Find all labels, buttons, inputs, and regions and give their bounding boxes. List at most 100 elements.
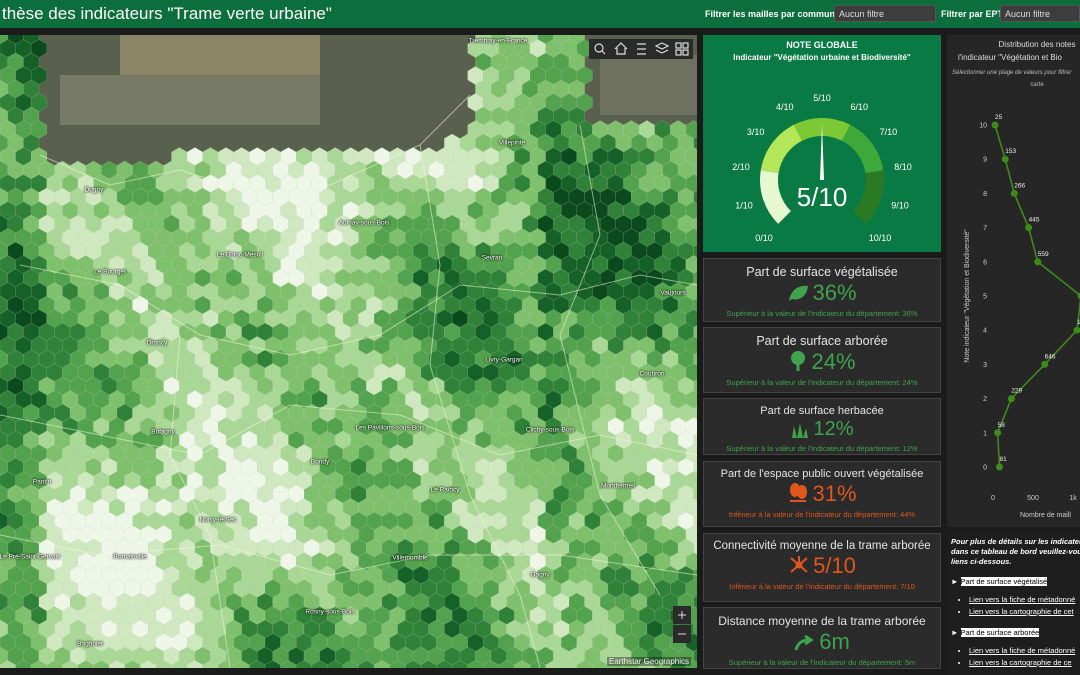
boundary (39, 94, 471, 196)
indicator-value: 36% (812, 280, 857, 305)
series-point (1010, 189, 1018, 197)
data-label: 25 (995, 114, 1003, 121)
data-label: 559 (1038, 251, 1049, 258)
basemap-icon[interactable] (682, 42, 689, 49)
place-label: Rosny-sous-Bois (305, 608, 355, 616)
series-point (991, 121, 999, 129)
basemap-icon[interactable] (682, 49, 689, 56)
commune-select[interactable]: Aucun filtre (834, 5, 936, 22)
network-icon (790, 556, 808, 573)
filter-label: Filtrer les mailles par commune (705, 9, 841, 19)
legend-icon[interactable] (637, 43, 646, 55)
y-tick-label: 4 (983, 328, 987, 335)
place-label: Bagnolet (77, 640, 103, 648)
intro: Pour plus de détails sur les indicateurs… (951, 537, 1080, 567)
satellite (600, 55, 697, 115)
intro-line: liens ci-dessous. (951, 557, 1012, 566)
series-point (1001, 155, 1009, 163)
chart-subtitle: Sélectionner une plage de valeurs pour f… (952, 70, 1072, 76)
attribution: Earthstar Geographics (606, 657, 691, 666)
indicator-value-row: 12% (704, 418, 940, 441)
link[interactable]: Lien vers la fiche de métadonné (969, 645, 1080, 657)
basemap-icon[interactable] (675, 49, 682, 56)
leaf-icon (789, 285, 809, 301)
data-label: 646 (1045, 353, 1056, 360)
zoom-in[interactable] (673, 606, 691, 624)
search-icon[interactable] (601, 50, 606, 55)
gauge-subtitle: Indicateur "Végétation urbaine et Biodiv… (733, 53, 911, 62)
series-point (994, 429, 1002, 437)
map-toolbar (589, 39, 693, 59)
indicator-card: Distance moyenne de la trame arborée 6m … (703, 607, 941, 669)
basemap-icon[interactable] (675, 42, 682, 49)
y-axis-label: Note indicateur "Végétation et Biodivers… (964, 229, 971, 363)
indicator-title: Distance moyenne de la trame arborée (718, 614, 926, 628)
hex-grid (0, 35, 697, 668)
y-tick-label: 1 (983, 430, 987, 437)
y-tick-label: 10 (979, 123, 987, 130)
intro-line: dans ce tableau de bord veuillez-vous (951, 547, 1080, 556)
distribution-panel: Distribution des notes l'indicateur "Végé… (947, 35, 1080, 527)
gauge-segment (853, 170, 884, 224)
y-tick-label: 8 (983, 191, 987, 198)
gauge-segment (760, 170, 791, 224)
gauge-tick-label: 6/10 (850, 102, 868, 112)
details-panel: Pour plus de détails sur les indicateurs… (947, 533, 1080, 675)
place-label: Le Bourget (94, 268, 126, 276)
place-label: Noisy-le-Sec (199, 516, 237, 524)
home-icon[interactable] (614, 42, 628, 55)
indicator-card: Part de l'espace public ouvert végétalis… (703, 461, 941, 527)
gauge-tick-label: 5/10 (813, 93, 831, 103)
gauge-tick-label: 3/10 (747, 127, 765, 137)
series-point (1025, 224, 1033, 232)
search-icon[interactable] (594, 43, 604, 53)
data-label: 266 (1014, 182, 1025, 189)
map[interactable]: Tremblay-en-France Villepinte Dugny Aulnay-… (0, 35, 697, 668)
indicator-card: Part de surface herbacée 12% Supérieur à… (703, 398, 941, 455)
dashboard-title: thèse des indicateurs "Trame verte urbai… (2, 4, 332, 23)
gauge-tick-label: 2/10 (732, 162, 750, 172)
link[interactable]: Lien vers la cartographie de ce (969, 657, 1080, 669)
place-label: Le Pré-Saint-Gervais (0, 553, 61, 561)
layers-icon[interactable] (654, 42, 670, 54)
section: ► Part de surface végétalisé (951, 577, 1048, 586)
place-label: Pantin (32, 478, 52, 486)
header: thèse des indicateurs "Trame verte urbai… (0, 0, 1080, 28)
y-tick-label: 7 (983, 225, 987, 232)
x-axis-label: Nombre de maill (1020, 512, 1071, 519)
place-label: Gagny (530, 571, 550, 579)
boundary (0, 534, 697, 576)
ept-select[interactable]: Aucun filtre (1000, 5, 1080, 22)
gauge: 0/10 1/10 2/10 3/10 4/10 5/10 6/10 7/10 8/10 9/10… (732, 93, 912, 243)
indicator-title: Part de l'espace public ouvert végétalis… (720, 468, 924, 480)
gauge-tick-label: 7/10 (880, 127, 898, 137)
series-point (995, 463, 1003, 471)
link-list: Lien vers la fiche de métadonné Lien ver… (947, 645, 1080, 669)
boundary (559, 124, 661, 596)
satellite (120, 35, 320, 75)
indicator-note: Supérieur à la valeur de l'indicateur du… (726, 444, 918, 453)
place-label: Bondy (310, 458, 330, 466)
place-label: Romainville (113, 553, 147, 561)
zoom-out[interactable] (673, 625, 691, 643)
indicator-value-row: 36% (704, 280, 940, 306)
series-point (1007, 395, 1015, 403)
place-label: Montfermeil (601, 482, 635, 490)
place-label: Coubron (639, 370, 665, 378)
indicator-card: Part de surface végétalisée 36% Supérieu… (703, 258, 941, 322)
y-tick-label: 2 (983, 396, 987, 403)
place-label: Vaujours (660, 289, 686, 297)
link[interactable]: Lien vers la cartographie de cet (969, 606, 1080, 618)
place-label: Le Blanc-Mesnil (216, 251, 264, 259)
indicator-value: 5/10 (813, 553, 856, 578)
link[interactable]: Lien vers la fiche de métadonné (969, 594, 1080, 606)
boundary (0, 404, 697, 456)
indicator-value: 31% (812, 481, 857, 506)
data-label: 445 (1029, 217, 1040, 224)
hexes (0, 35, 697, 668)
indicator-title: Part de surface végétalisée (746, 265, 898, 279)
y-tick-label: 0 (983, 465, 987, 472)
tree-icon (791, 351, 806, 371)
place-label: Le Raincy (430, 486, 460, 494)
